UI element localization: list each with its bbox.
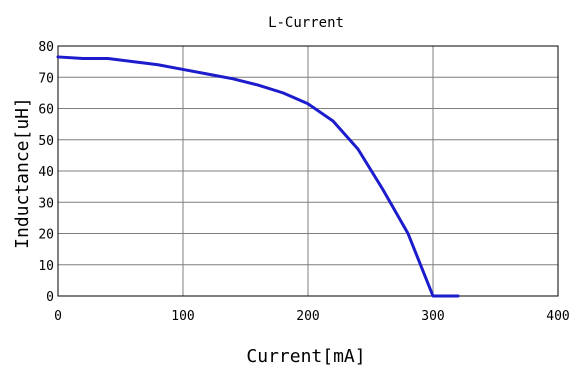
y-tick-label: 60 — [38, 103, 54, 118]
plot-frame — [57, 45, 559, 297]
series-group — [56, 55, 460, 298]
grid-lines — [58, 46, 558, 296]
y-tick-label: 30 — [38, 196, 54, 211]
y-tick-label: 50 — [38, 134, 54, 149]
x-tick-label: 0 — [54, 309, 62, 324]
y-tick-label: 40 — [38, 165, 54, 180]
y-tick-label: 10 — [38, 259, 54, 274]
y-tick-label: 0 — [46, 290, 54, 305]
x-axis-label: Current[mA] — [246, 346, 365, 367]
y-tick-label: 20 — [38, 228, 54, 243]
y-axis-ticks: 0 10 20 30 40 50 60 70 80 — [38, 40, 54, 305]
y-tick-label: 70 — [38, 71, 54, 86]
y-axis-label: Inductance[uH] — [12, 97, 33, 249]
x-tick-label: 100 — [171, 309, 194, 324]
y-tick-label: 80 — [38, 40, 54, 55]
x-tick-label: 400 — [546, 309, 569, 324]
x-axis-ticks: 0 100 200 300 400 — [54, 309, 570, 324]
x-tick-label: 200 — [296, 309, 319, 324]
chart-title: L-Current — [268, 15, 344, 31]
x-tick-label: 300 — [421, 309, 444, 324]
series-line — [56, 55, 460, 298]
